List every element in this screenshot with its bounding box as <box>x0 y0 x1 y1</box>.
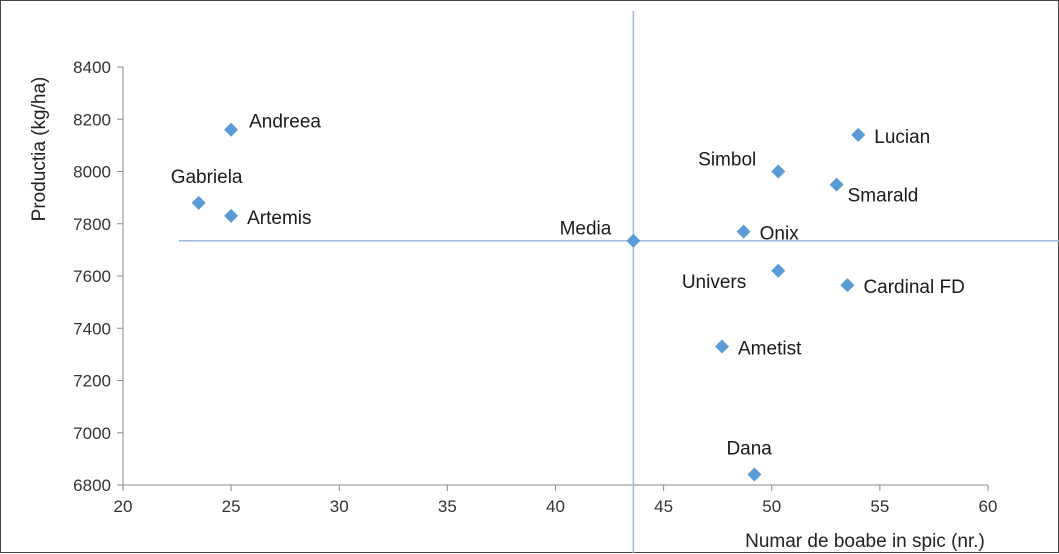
data-point <box>771 263 786 278</box>
x-tick-label: 25 <box>222 497 241 516</box>
y-tick-label: 8000 <box>73 163 111 182</box>
point-label: Ametist <box>738 339 802 360</box>
x-tick-label: 20 <box>114 497 133 516</box>
y-tick-label: 7600 <box>73 267 111 286</box>
point-label: Dana <box>726 439 772 460</box>
data-point <box>224 122 239 137</box>
point-label: Andreea <box>249 112 321 133</box>
data-point <box>851 127 866 142</box>
reference-lines <box>179 11 1059 553</box>
y-tick-label: 8400 <box>73 58 111 77</box>
point-label: Artemis <box>247 208 311 229</box>
y-tick-label: 7200 <box>73 372 111 391</box>
data-point <box>736 224 751 239</box>
point-label: Cardinal FD <box>863 277 964 298</box>
x-axis-title: Numar de boabe in spic (nr.) <box>745 531 985 552</box>
point-label: Smarald <box>848 186 919 207</box>
x-tick-label: 45 <box>654 497 673 516</box>
x-tick-label: 60 <box>979 497 998 516</box>
point-label: Univers <box>682 272 746 293</box>
data-point <box>829 177 844 192</box>
data-point <box>715 339 730 354</box>
point-label: Lucian <box>874 127 930 148</box>
point-label: Media <box>560 219 612 240</box>
x-tick-label: 30 <box>330 497 349 516</box>
y-tick-label: 6800 <box>73 476 111 495</box>
y-axis-title: Productia (kg/ha) <box>29 77 50 222</box>
point-label: Simbol <box>698 150 756 171</box>
data-point <box>840 278 855 293</box>
x-tick-label: 40 <box>546 497 565 516</box>
point-label: Onix <box>760 224 800 245</box>
y-tick-label: 7000 <box>73 424 111 443</box>
x-tick-label: 50 <box>762 497 781 516</box>
data-point <box>626 233 641 248</box>
point-label: Gabriela <box>171 167 243 188</box>
y-tick-label: 8200 <box>73 110 111 129</box>
x-tick-label: 35 <box>438 497 457 516</box>
y-tick-label: 7400 <box>73 319 111 338</box>
data-point <box>224 208 239 223</box>
y-tick-label: 7800 <box>73 215 111 234</box>
data-point <box>771 164 786 179</box>
data-point <box>191 195 206 210</box>
x-tick-label: 55 <box>870 497 889 516</box>
data-point <box>747 467 762 482</box>
axes-layer: 6800 7000 7200 7400 7600 7800 8000 8200 8400 20 25… <box>73 58 997 516</box>
